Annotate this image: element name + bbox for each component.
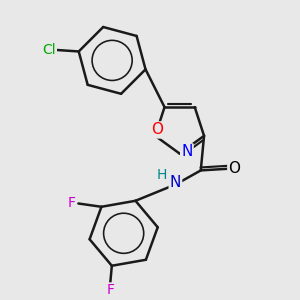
Text: F: F: [68, 196, 76, 211]
Text: F: F: [106, 284, 114, 298]
Text: N: N: [181, 144, 193, 159]
Text: Cl: Cl: [42, 43, 56, 57]
Text: O: O: [152, 122, 164, 137]
Text: O: O: [228, 161, 240, 176]
Text: N: N: [170, 176, 181, 190]
Text: H: H: [157, 168, 167, 182]
